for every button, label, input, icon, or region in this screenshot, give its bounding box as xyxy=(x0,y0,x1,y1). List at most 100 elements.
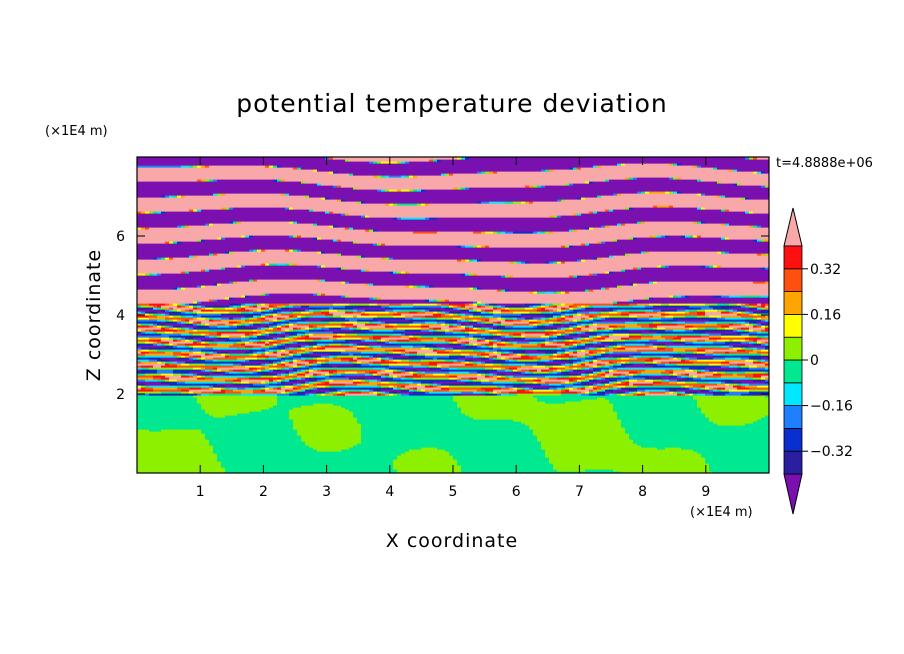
colorbar-segment xyxy=(783,313,803,338)
heatmap-cell xyxy=(745,323,750,326)
heatmap-cell xyxy=(665,391,670,394)
heatmap-cell xyxy=(749,339,754,342)
heatmap-cell xyxy=(705,349,738,352)
heatmap-cell xyxy=(501,231,506,234)
heatmap-cell xyxy=(281,305,286,308)
heatmap-cell xyxy=(553,389,562,392)
heatmap-cell xyxy=(445,331,454,334)
heatmap-cell xyxy=(145,331,154,334)
heatmap-cell xyxy=(461,319,466,322)
heatmap-cell xyxy=(545,315,550,318)
heatmap-cell xyxy=(233,221,238,224)
heatmap-cell xyxy=(553,169,730,172)
heatmap-cell xyxy=(337,373,342,376)
heatmap-cell xyxy=(281,359,286,362)
heatmap-cell xyxy=(409,383,418,386)
heatmap-cell xyxy=(353,357,358,360)
heatmap-cell xyxy=(481,287,602,290)
heatmap-cell xyxy=(581,307,586,310)
heatmap-cell xyxy=(205,307,214,310)
heatmap-cell xyxy=(433,373,446,376)
heatmap-cell xyxy=(625,379,630,382)
heatmap-cell xyxy=(221,267,226,270)
heatmap-cell xyxy=(541,441,634,444)
heatmap-cell xyxy=(637,177,670,180)
heatmap-cell xyxy=(309,327,314,330)
heatmap-cell xyxy=(341,295,346,298)
heatmap-cell xyxy=(673,349,686,352)
heatmap-cell xyxy=(433,347,442,350)
heatmap-cell xyxy=(305,345,310,348)
heatmap-cell xyxy=(513,387,518,390)
heatmap-cell xyxy=(381,305,390,308)
heatmap-cell xyxy=(409,355,418,358)
heatmap-cell xyxy=(557,469,586,472)
heatmap-cell xyxy=(401,385,406,388)
heatmap-cell xyxy=(637,357,650,360)
heatmap-cell xyxy=(593,321,626,324)
heatmap-cell xyxy=(305,391,318,394)
heatmap-cell xyxy=(585,379,590,382)
heatmap-cell xyxy=(241,265,246,268)
heatmap-cell xyxy=(665,389,670,392)
heatmap-cell xyxy=(453,305,458,308)
heatmap-cell xyxy=(673,339,682,342)
heatmap-cell xyxy=(689,305,710,308)
heatmap-cell xyxy=(657,265,662,268)
heatmap-cell xyxy=(289,235,294,238)
heatmap-cell xyxy=(429,307,446,310)
heatmap-cell xyxy=(137,413,210,416)
heatmap-cell xyxy=(689,375,694,378)
heatmap-cell xyxy=(241,383,254,386)
heatmap-cell xyxy=(517,393,562,396)
heatmap-cell xyxy=(277,381,282,384)
heatmap-cell xyxy=(233,307,238,310)
heatmap-cell xyxy=(341,343,350,346)
heatmap-cell xyxy=(165,257,170,260)
heatmap-cell xyxy=(465,355,474,358)
heatmap-cell xyxy=(389,363,410,366)
heatmap-cell xyxy=(269,305,274,308)
heatmap-cell xyxy=(589,341,594,344)
heatmap-cell xyxy=(161,373,174,376)
heatmap-cell xyxy=(765,327,769,330)
heatmap-cell xyxy=(661,361,670,364)
heatmap-cell xyxy=(137,421,294,424)
heatmap-cell xyxy=(189,271,390,274)
y-unit-label: (×1E4 m) xyxy=(45,124,108,139)
heatmap-cell xyxy=(717,265,722,268)
heatmap-cell xyxy=(205,435,302,438)
heatmap-cell xyxy=(717,387,726,390)
heatmap-cell xyxy=(137,237,218,240)
heatmap-cell xyxy=(469,319,474,322)
heatmap-cell xyxy=(729,347,734,350)
heatmap-cell xyxy=(661,321,674,324)
heatmap-cell xyxy=(377,393,382,396)
heatmap-cell xyxy=(393,375,398,378)
heatmap-cell xyxy=(137,159,346,162)
heatmap-cell xyxy=(377,355,386,358)
heatmap-cell xyxy=(317,383,346,386)
heatmap-cell xyxy=(761,317,769,320)
heatmap-cell xyxy=(197,311,230,314)
heatmap-cell xyxy=(649,345,654,348)
heatmap-cell xyxy=(165,303,170,306)
heatmap-cell xyxy=(693,449,769,452)
heatmap-cell xyxy=(621,337,630,340)
heatmap-cell xyxy=(461,379,470,382)
heatmap-cell xyxy=(697,165,702,168)
heatmap-cell xyxy=(329,327,342,330)
heatmap-cell xyxy=(585,343,590,346)
heatmap-cell xyxy=(397,341,426,344)
heatmap-cell xyxy=(697,381,710,384)
heatmap-cell xyxy=(681,317,706,320)
heatmap-cell xyxy=(705,317,718,320)
heatmap-cell xyxy=(393,203,398,206)
heatmap-cell xyxy=(489,303,494,306)
heatmap-cell xyxy=(181,303,186,306)
heatmap-cell xyxy=(681,163,769,166)
heatmap-cell xyxy=(381,385,390,388)
heatmap-cell xyxy=(533,231,538,234)
heatmap-cell xyxy=(297,327,302,330)
heatmap-cell xyxy=(505,335,510,338)
